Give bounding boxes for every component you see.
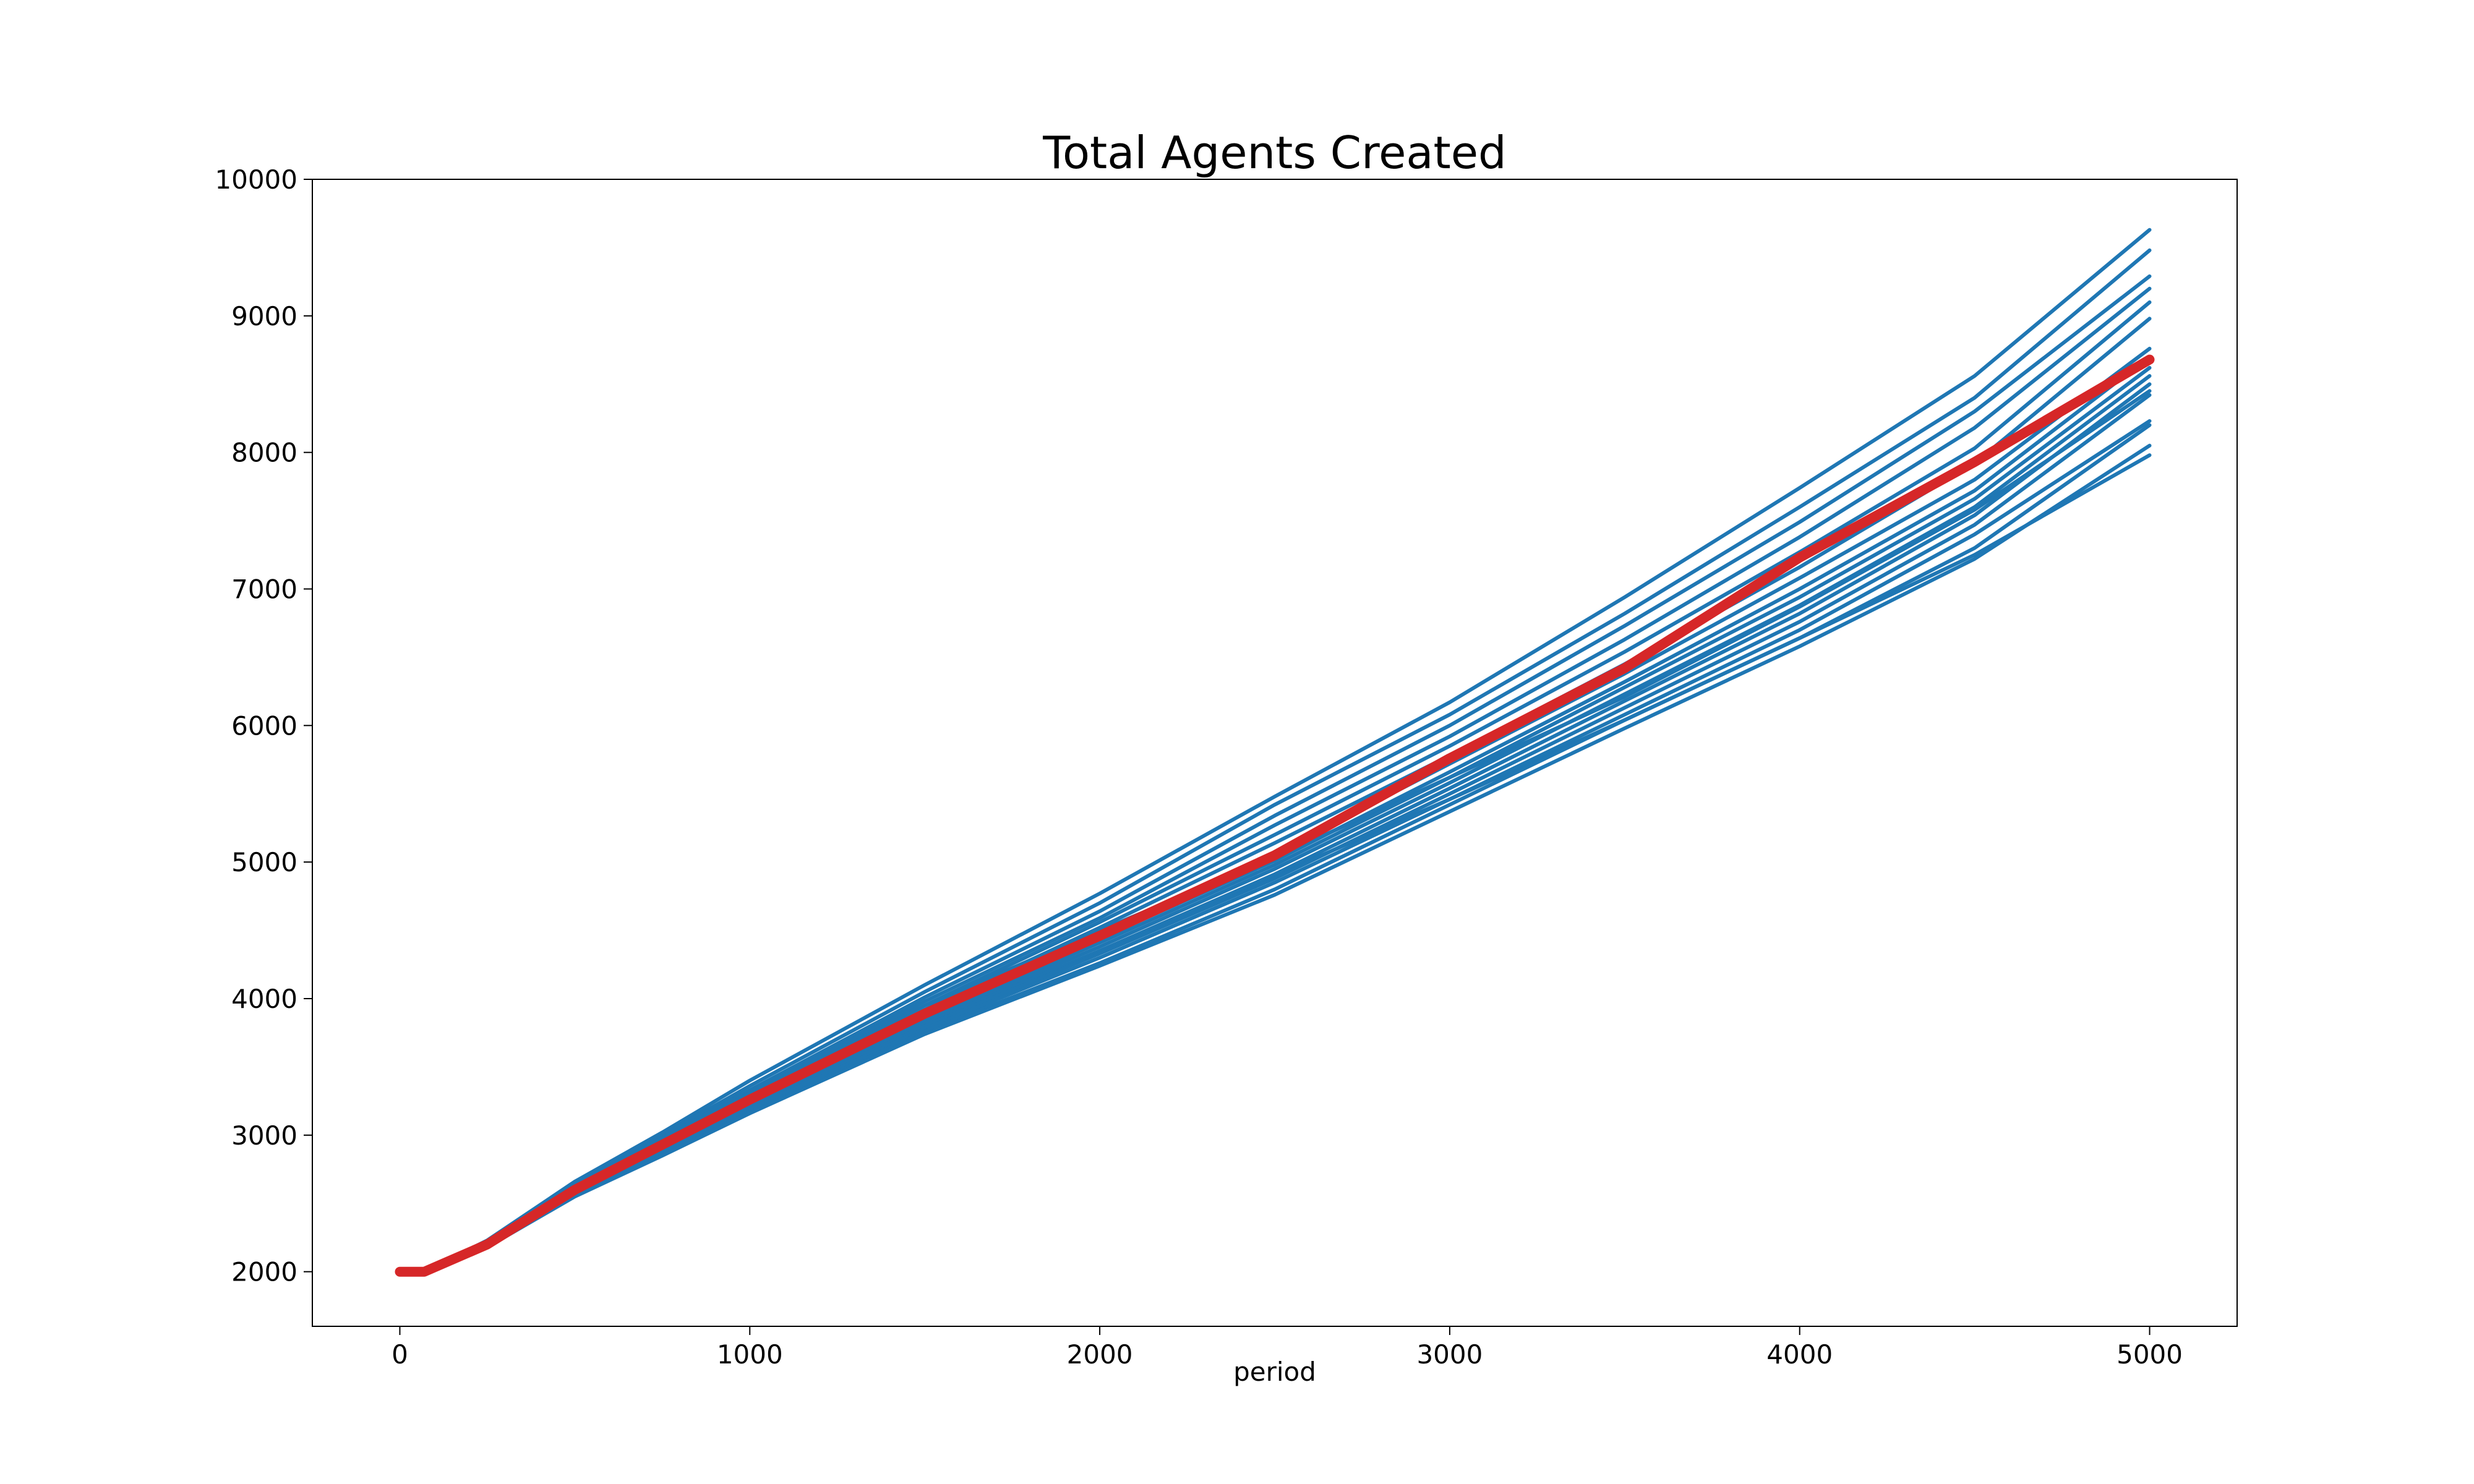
- series-line-4: [398, 248, 2152, 1274]
- y-tick-label: 10000: [215, 164, 297, 195]
- y-tick-label: 8000: [231, 438, 297, 468]
- x-tick-label: 1000: [717, 1339, 783, 1370]
- plot-frame: [312, 179, 2238, 1327]
- series-group: [395, 228, 2155, 1277]
- y-tick-label: 6000: [231, 710, 297, 741]
- y-tick-label: 4000: [231, 984, 297, 1014]
- y-tick-label: 9000: [231, 301, 297, 331]
- series-line-7: [398, 300, 2152, 1274]
- x-tick-label: 5000: [2117, 1339, 2183, 1370]
- x-tick-label: 3000: [1416, 1339, 1483, 1370]
- series-line-highlight: [395, 354, 2155, 1277]
- series-line-5: [398, 274, 2152, 1274]
- y-tick-label: 5000: [231, 847, 297, 877]
- x-tick-label: 4000: [1766, 1339, 1833, 1370]
- y-tick-label: 7000: [231, 574, 297, 605]
- y-tick-label: 2000: [231, 1257, 297, 1287]
- x-tick-label: 0: [392, 1339, 408, 1370]
- y-axis: 2000 3000 4000 5000 6000 7000 8000 9000 10000: [215, 164, 312, 1287]
- series-line-3: [398, 228, 2152, 1274]
- x-axis-label: period: [1233, 1357, 1316, 1387]
- y-tick-label: 3000: [231, 1120, 297, 1151]
- chart-title: Total Agents Created: [1042, 127, 1507, 179]
- x-tick-label: 2000: [1067, 1339, 1133, 1370]
- x-axis: 0 1000 2000 3000 4000 5000: [392, 1326, 2183, 1370]
- series-line-6: [398, 286, 2152, 1274]
